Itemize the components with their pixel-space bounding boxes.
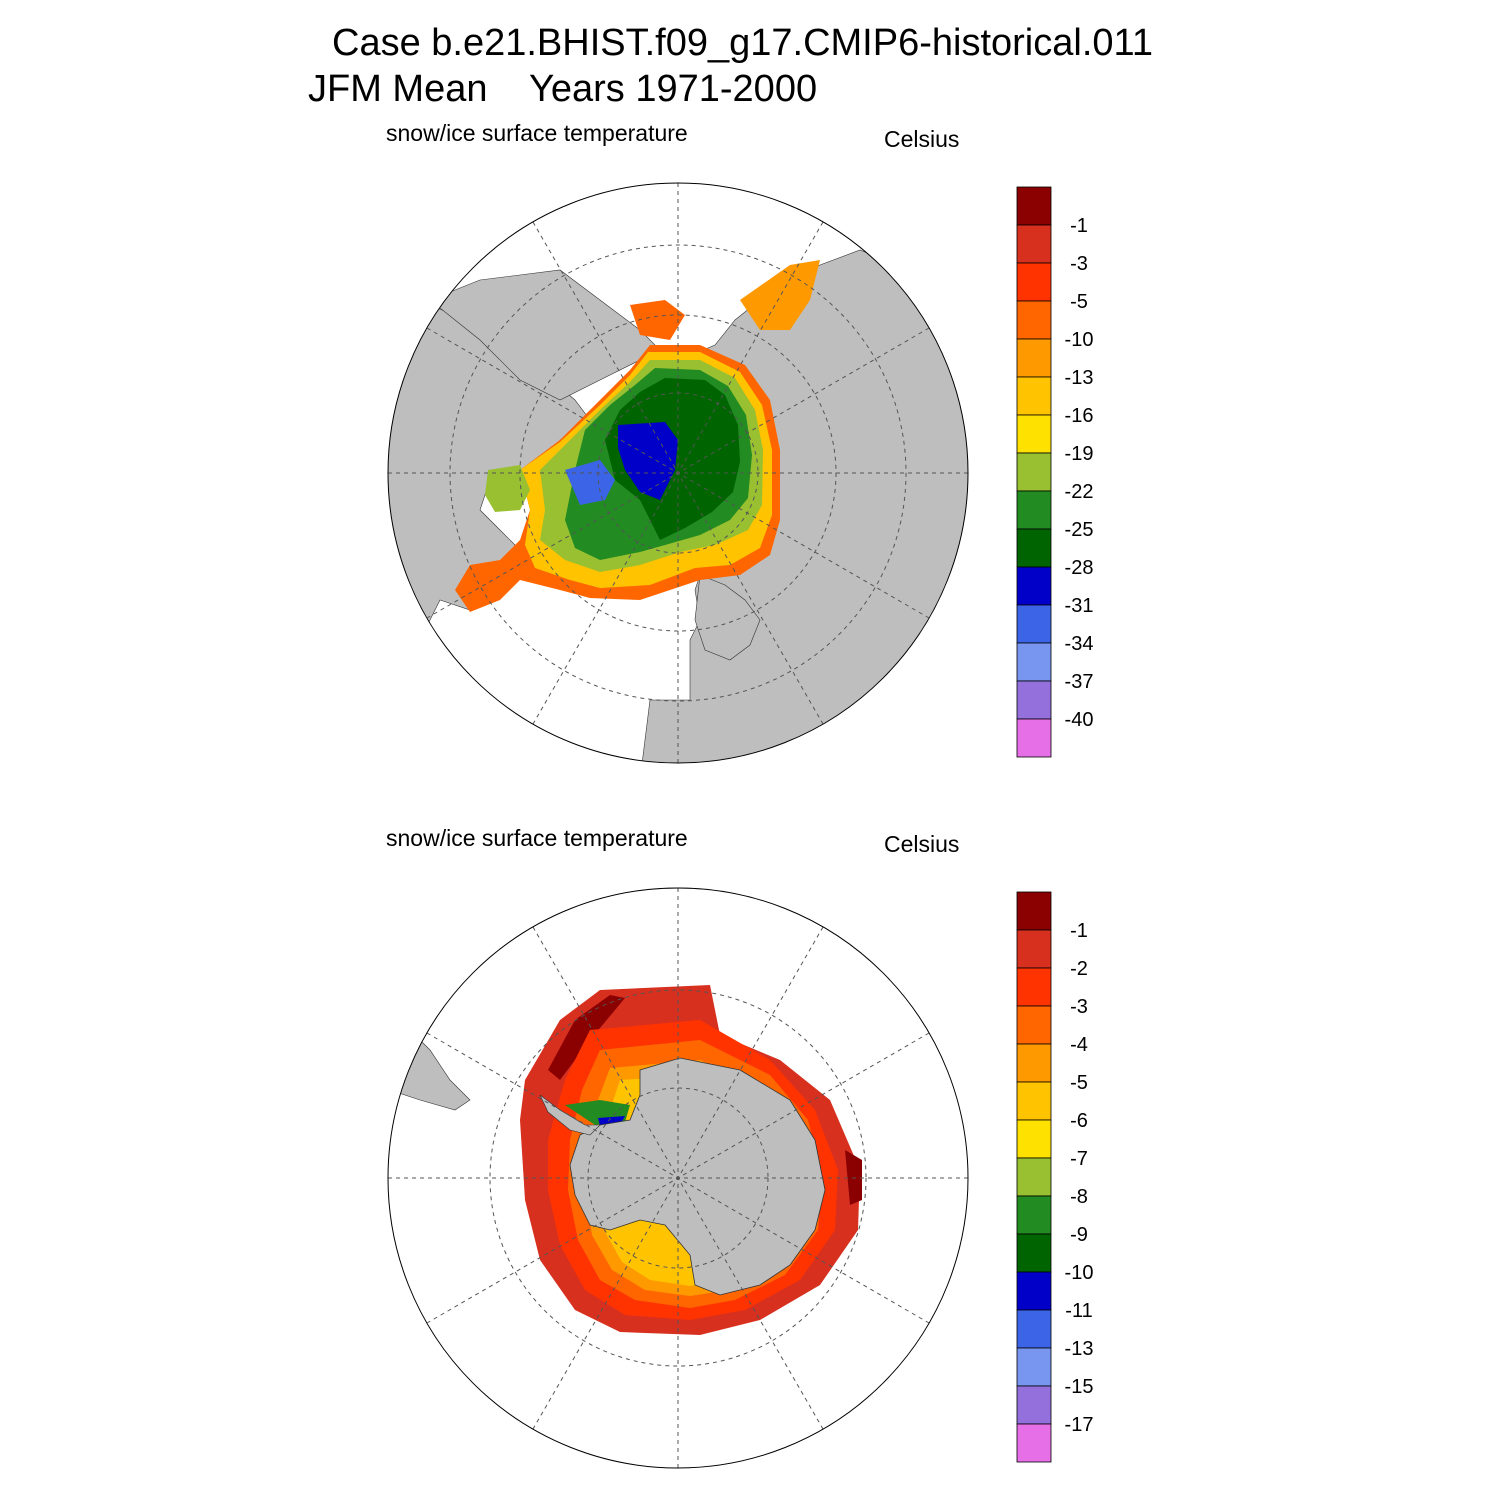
south-colorbar-swatch — [1016, 1195, 1052, 1235]
north-colorbar-tick-label: -40 — [1065, 709, 1094, 731]
south-colorbar-tick-label: -6 — [1070, 1110, 1088, 1132]
north-colorbar-tick-label: -1 — [1070, 215, 1088, 237]
south-colorbar-swatch — [1016, 929, 1052, 969]
north-graticule — [388, 183, 968, 763]
south-map-border — [387, 887, 969, 1469]
south-colorbar-tick-label: -17 — [1065, 1414, 1094, 1436]
south-colorbar-swatch — [1016, 891, 1052, 931]
north-colorbar-tick-label: -10 — [1065, 329, 1094, 351]
north-colorbar-swatch — [1016, 376, 1052, 416]
south-colorbar-swatch — [1016, 1347, 1052, 1387]
north-colorbar-tick-label: -19 — [1065, 443, 1094, 465]
south-colorbar-swatch — [1016, 1233, 1052, 1273]
south-colorbar-swatch — [1016, 967, 1052, 1007]
south-colorbar-tick-label: -3 — [1070, 996, 1088, 1018]
south-colorbar-swatch — [1016, 1423, 1052, 1463]
south-colorbar-tick-label: -8 — [1070, 1186, 1088, 1208]
north-colorbar-swatch — [1016, 452, 1052, 492]
south-polar-map — [387, 887, 969, 1469]
north-colorbar-swatch — [1016, 300, 1052, 340]
north-colorbar-swatch — [1016, 186, 1052, 226]
south-colorbar-swatch — [1016, 1043, 1052, 1083]
figure-title-case: Case b.e21.BHIST.f09_g17.CMIP6-historica… — [332, 22, 1153, 64]
south-panel-units: Celsius — [884, 831, 960, 857]
south-colorbar-tick-label: -15 — [1065, 1376, 1094, 1398]
north-colorbar-swatch — [1016, 718, 1052, 758]
north-panel-units: Celsius — [884, 126, 960, 152]
north-ice-hudson-bay — [485, 465, 530, 512]
north-colorbar-tick-label: -3 — [1070, 253, 1088, 275]
north-colorbar-swatch — [1016, 680, 1052, 720]
north-colorbar-swatch — [1016, 490, 1052, 530]
south-colorbar-tick-label: -7 — [1070, 1148, 1088, 1170]
south-colorbar-tick-label: -1 — [1070, 920, 1088, 942]
south-graticule — [388, 888, 968, 1468]
north-colorbar-swatch — [1016, 224, 1052, 264]
figure-title-period: JFM Mean Years 1971-2000 — [308, 68, 818, 110]
south-colorbar-swatch — [1016, 1271, 1052, 1311]
north-ice-bering — [630, 300, 685, 340]
south-colorbar-tick-label: -9 — [1070, 1224, 1088, 1246]
north-colorbar-tick-label: -16 — [1065, 405, 1094, 427]
south-colorbar: -1 -2 -3 -4 -5 -6 -7 -8 -9 -10 -11 -13 -15 -17 — [1016, 891, 1094, 1463]
north-colorbar-swatch — [1016, 642, 1052, 682]
north-ice-blue — [618, 422, 678, 500]
north-panel-title: snow/ice surface temperature — [386, 120, 688, 146]
north-colorbar-tick-label: -34 — [1065, 633, 1094, 655]
north-colorbar-swatch — [1016, 338, 1052, 378]
north-colorbar-swatch — [1016, 414, 1052, 454]
south-colorbar-tick-label: -4 — [1070, 1034, 1088, 1056]
south-colorbar-tick-label: -2 — [1070, 958, 1088, 980]
south-colorbar-swatch — [1016, 1081, 1052, 1121]
north-colorbar-tick-label: -25 — [1065, 519, 1094, 541]
north-colorbar: -1 -3 -5 -10 -13 -16 -19 -22 -25 -28 -31 -34 -37 -40 — [1016, 186, 1094, 758]
north-colorbar-swatch — [1016, 262, 1052, 302]
south-colorbar-tick-label: -5 — [1070, 1072, 1088, 1094]
north-polar-map — [387, 182, 969, 764]
north-colorbar-tick-label: -5 — [1070, 291, 1088, 313]
north-ice-light-blue — [565, 460, 615, 505]
north-colorbar-tick-label: -31 — [1065, 595, 1094, 617]
north-colorbar-tick-label: -22 — [1065, 481, 1094, 503]
south-colorbar-swatch — [1016, 1309, 1052, 1349]
south-colorbar-tick-label: -10 — [1065, 1262, 1094, 1284]
south-colorbar-swatch — [1016, 1119, 1052, 1159]
north-colorbar-tick-label: -28 — [1065, 557, 1094, 579]
south-colorbar-swatch — [1016, 1157, 1052, 1197]
north-colorbar-tick-label: -37 — [1065, 671, 1094, 693]
south-colorbar-swatch — [1016, 1385, 1052, 1425]
south-panel-title: snow/ice surface temperature — [386, 825, 688, 851]
south-colorbar-tick-label: -13 — [1065, 1338, 1094, 1360]
north-colorbar-tick-label: -13 — [1065, 367, 1094, 389]
south-colorbar-swatch — [1016, 1005, 1052, 1045]
north-colorbar-swatch — [1016, 566, 1052, 606]
north-map-border — [387, 182, 969, 764]
north-ice-okhotsk — [740, 260, 820, 330]
south-colorbar-tick-label: -11 — [1065, 1300, 1092, 1322]
north-colorbar-swatch — [1016, 604, 1052, 644]
north-colorbar-swatch — [1016, 528, 1052, 568]
